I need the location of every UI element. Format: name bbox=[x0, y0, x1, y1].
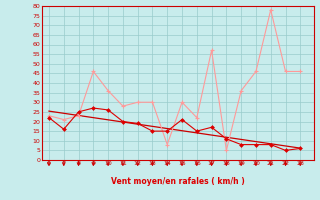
X-axis label: Vent moyen/en rafales ( km/h ): Vent moyen/en rafales ( km/h ) bbox=[111, 178, 244, 186]
